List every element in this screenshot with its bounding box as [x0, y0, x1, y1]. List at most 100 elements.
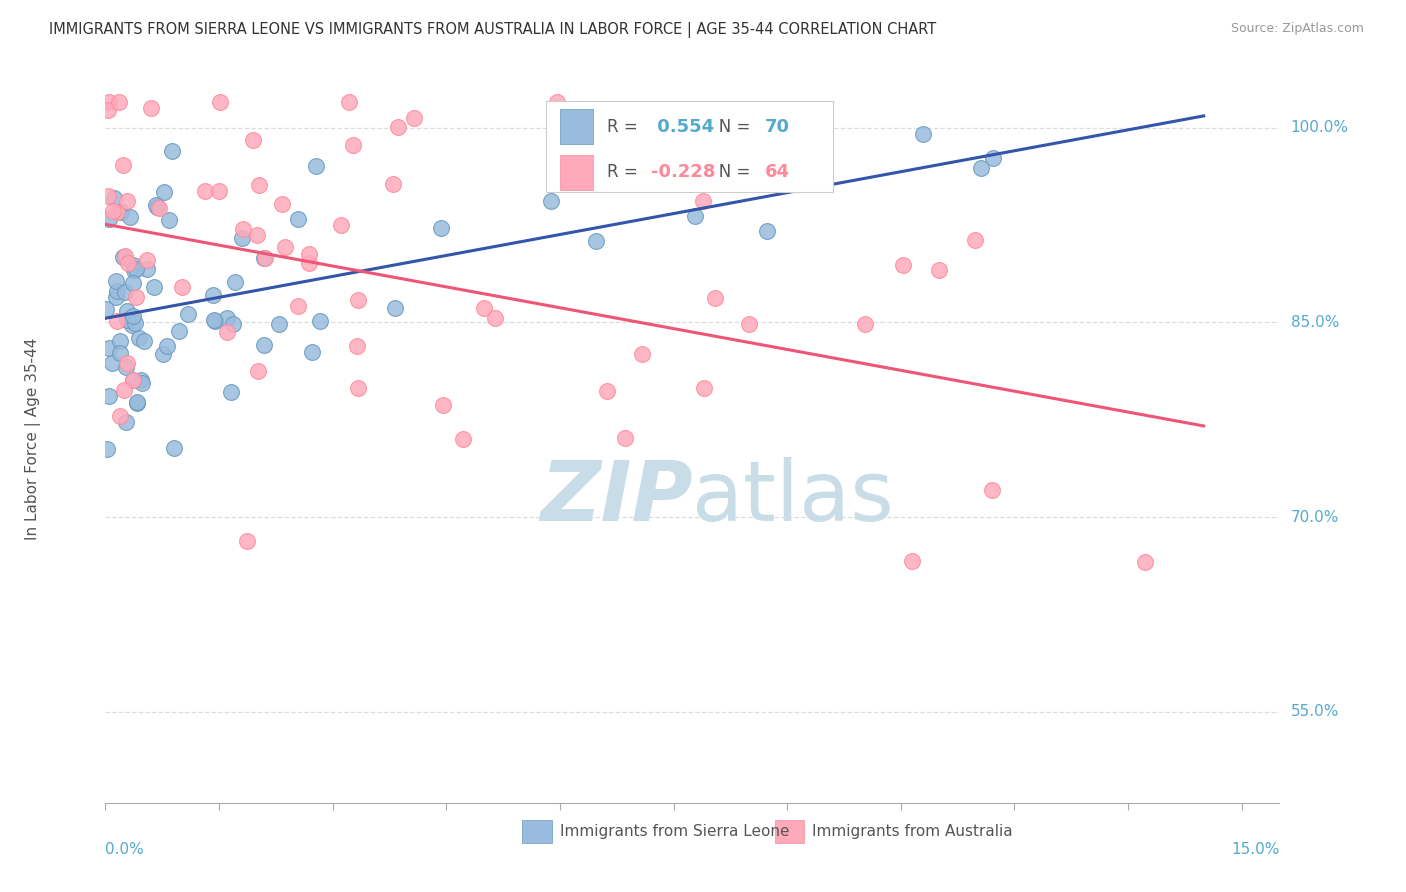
Point — [208, 95, 231, 109]
Point — [614, 432, 637, 446]
Point — [132, 334, 155, 348]
Point — [108, 346, 131, 360]
Point — [121, 373, 143, 387]
Point — [143, 280, 166, 294]
Point — [901, 554, 924, 568]
Point — [141, 101, 163, 115]
Point — [131, 376, 153, 390]
Point — [160, 144, 183, 158]
Point — [124, 316, 146, 330]
Text: -0.228: -0.228 — [651, 163, 716, 181]
Point — [404, 111, 426, 125]
Text: N =: N = — [703, 118, 755, 136]
Point — [157, 213, 180, 227]
Point — [540, 194, 562, 209]
Point — [274, 240, 297, 254]
Point — [970, 161, 993, 176]
Point — [129, 373, 152, 387]
Text: N =: N = — [703, 163, 755, 181]
Point — [683, 209, 706, 223]
Point — [231, 231, 253, 245]
Point — [122, 276, 145, 290]
Text: Immigrants from Sierra Leone: Immigrants from Sierra Leone — [560, 823, 789, 838]
Text: 64: 64 — [765, 163, 790, 181]
Point — [125, 394, 148, 409]
Point — [204, 314, 226, 328]
Point — [97, 211, 120, 226]
Point — [756, 224, 779, 238]
Point — [115, 415, 138, 429]
Point — [384, 301, 406, 315]
Point — [145, 198, 167, 212]
Point — [928, 263, 950, 277]
Point — [97, 189, 120, 203]
Point — [104, 274, 127, 288]
Text: ZIP: ZIP — [540, 457, 693, 538]
Point — [224, 275, 246, 289]
Point — [115, 312, 138, 326]
Point — [108, 334, 131, 349]
Point — [111, 158, 134, 172]
Text: 85.0%: 85.0% — [1291, 315, 1339, 330]
Point — [305, 160, 328, 174]
Point — [253, 251, 276, 265]
Point — [105, 205, 128, 219]
Point — [103, 191, 125, 205]
Point — [693, 381, 716, 395]
Point — [585, 234, 607, 248]
Point — [287, 211, 309, 226]
Point — [965, 233, 987, 247]
Point — [169, 324, 191, 338]
Text: 100.0%: 100.0% — [1291, 120, 1348, 136]
Text: IMMIGRANTS FROM SIERRA LEONE VS IMMIGRANTS FROM AUSTRALIA IN LABOR FORCE | AGE 3: IMMIGRANTS FROM SIERRA LEONE VS IMMIGRAN… — [49, 22, 936, 38]
Point — [981, 483, 1004, 498]
Point — [96, 301, 118, 316]
Point — [96, 442, 118, 456]
Point — [246, 228, 269, 243]
Point — [242, 132, 264, 146]
Point — [114, 249, 136, 263]
Point — [101, 356, 124, 370]
Point — [117, 255, 139, 269]
Point — [247, 364, 270, 378]
Point — [146, 201, 169, 215]
Point — [156, 339, 179, 353]
Point — [217, 310, 239, 325]
Text: 0.554: 0.554 — [651, 118, 714, 136]
FancyBboxPatch shape — [546, 102, 834, 192]
Point — [301, 345, 323, 359]
Point — [891, 259, 914, 273]
Point — [202, 288, 225, 302]
FancyBboxPatch shape — [775, 820, 804, 843]
Point — [115, 356, 138, 370]
Point — [596, 384, 619, 399]
Point — [152, 347, 174, 361]
Point — [125, 395, 148, 409]
Point — [330, 218, 353, 232]
Point — [98, 341, 121, 355]
Point — [855, 318, 877, 332]
Point — [298, 255, 321, 269]
Point — [692, 194, 714, 208]
Point — [153, 185, 176, 199]
Point — [429, 220, 451, 235]
Point — [346, 381, 368, 395]
Text: Immigrants from Australia: Immigrants from Australia — [813, 823, 1012, 838]
Point — [124, 290, 146, 304]
Point — [112, 384, 135, 398]
Point — [111, 251, 134, 265]
Point — [122, 310, 145, 324]
Point — [484, 310, 506, 325]
Point — [121, 373, 143, 387]
Point — [267, 317, 290, 331]
Point — [247, 178, 270, 193]
Point — [118, 210, 141, 224]
Text: In Labor Force | Age 35-44: In Labor Force | Age 35-44 — [25, 338, 41, 541]
FancyBboxPatch shape — [560, 109, 593, 145]
Point — [347, 293, 370, 307]
Point — [387, 120, 409, 135]
Point — [1133, 555, 1156, 569]
Point — [253, 338, 276, 352]
Text: atlas: atlas — [693, 457, 894, 538]
Point — [287, 299, 309, 313]
